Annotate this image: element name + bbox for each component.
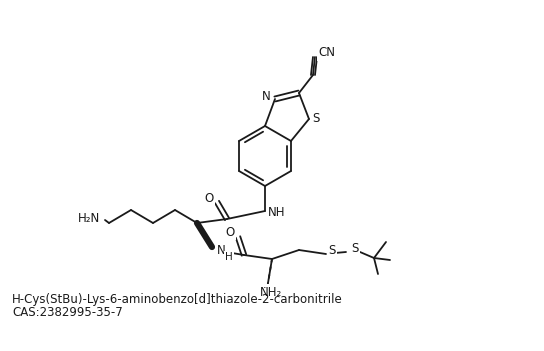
Text: H: H — [225, 252, 233, 262]
Text: H-Cys(StBu)-Lys-6-aminobenzo[d]thiazole-2-carbonitrile: H-Cys(StBu)-Lys-6-aminobenzo[d]thiazole-… — [12, 292, 343, 305]
Text: CN: CN — [318, 46, 336, 60]
Text: H₂N: H₂N — [78, 212, 100, 225]
Text: O: O — [225, 225, 234, 238]
Text: N: N — [262, 91, 270, 104]
Text: S: S — [329, 245, 336, 258]
Text: ṄH₂: ṄH₂ — [260, 285, 282, 298]
Text: NH: NH — [268, 206, 286, 219]
Text: N: N — [217, 245, 225, 258]
Text: O: O — [205, 192, 214, 205]
Text: S: S — [312, 113, 320, 126]
Text: CAS:2382995-35-7: CAS:2382995-35-7 — [12, 306, 123, 319]
Text: S: S — [351, 243, 358, 256]
